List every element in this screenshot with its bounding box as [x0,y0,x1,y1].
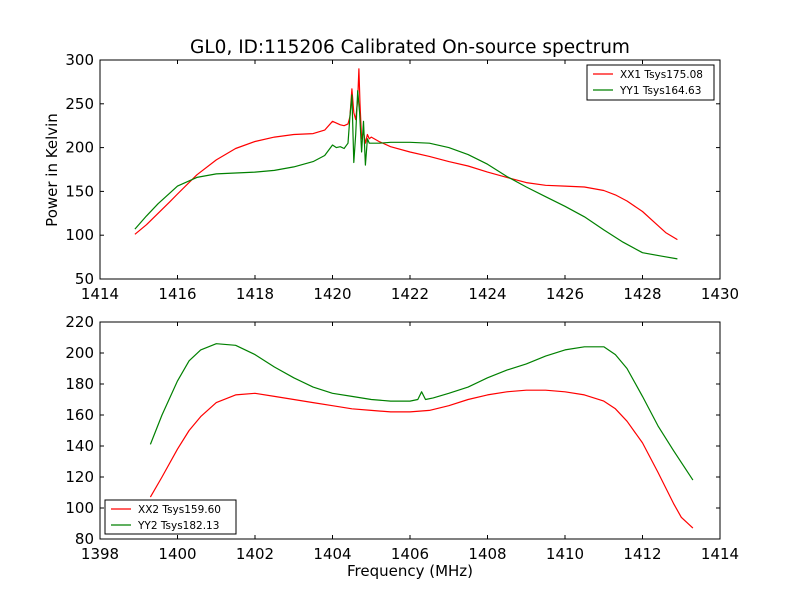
y-tick-label: 200 [65,139,94,157]
y-tick-label: 220 [65,313,94,331]
legend-entry: XX1 Tsys175.08 [620,69,703,81]
y-tick-label: 100 [65,499,94,517]
legend-box [104,499,237,535]
panel-2: 1398 1400 1402 1404 1406 1408 1410 1412 1414 80 10… [65,313,739,563]
panel-1: 1414 1416 1418 1420 1422 1424 1426 1428 1430 50 10… [65,51,739,303]
y-tick-label: 250 [65,95,94,113]
legend-entry: YY2 Tsys182.13 [137,520,219,532]
y-tick-label: 80 [75,530,94,548]
series-line-xx2 [149,389,694,529]
x-tick-label: 1430 [701,285,739,303]
x-tick-label: 1418 [236,285,274,303]
legend-box [586,64,715,101]
y-tick-label: 100 [65,226,94,244]
y-tick-label: 50 [75,270,94,288]
x-tick-label: 1402 [236,545,274,563]
y-tick-label: 300 [65,51,94,69]
y-tick-label: 160 [65,406,94,424]
x-tick-label: 1428 [623,285,661,303]
x-tick-label: 1416 [158,285,196,303]
x-tick-label: 1424 [468,285,506,303]
legend-entry: XX2 Tsys159.60 [138,504,221,516]
x-tick-label: 1420 [313,285,351,303]
legend: XX1 Tsys175.08 YY1 Tsys164.63 [586,64,715,101]
legend-entry: YY1 Tsys164.63 [619,85,701,97]
x-axis-label: Frequency (MHz) [347,562,473,580]
x-tick-label: 1398 [81,545,119,563]
x-tick-label: 1400 [158,545,196,563]
legend: XX2 Tsys159.60 YY2 Tsys182.13 [104,499,237,535]
x-tick-label: 1422 [391,285,429,303]
x-tick-label: 1412 [623,545,661,563]
y-tick-label: 180 [65,375,94,393]
x-tick-label: 1404 [313,545,351,563]
series-line-yy2 [149,343,694,481]
y-tick-label: 200 [65,344,94,362]
series-line-xx1 [134,68,678,241]
chart-title: GL0, ID:115206 Calibrated On-source spec… [190,37,630,58]
y-tick-label: 140 [65,437,94,455]
x-tick-label: 1410 [546,545,584,563]
x-tick-label: 1426 [546,285,584,303]
series-line-yy1 [134,90,678,260]
y-tick-label: 120 [65,468,94,486]
x-tick-label: 1406 [391,545,429,563]
y-tick-label: 150 [65,182,94,200]
x-tick-label: 1414 [701,545,739,563]
x-tick-label: 1408 [468,545,506,563]
x-tick-label: 1414 [81,285,119,303]
y-axis-label: Power in Kelvin [43,113,61,227]
